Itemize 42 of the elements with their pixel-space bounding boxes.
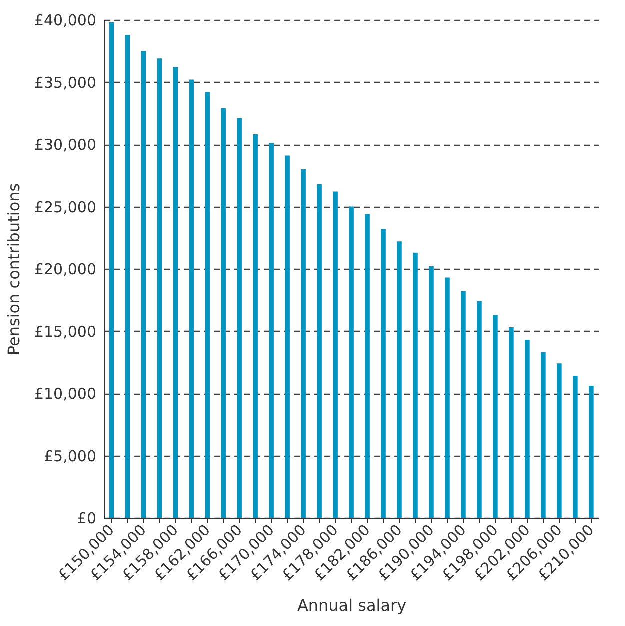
bar xyxy=(349,206,354,518)
bar xyxy=(572,376,578,518)
bar xyxy=(253,134,258,518)
bar xyxy=(157,58,162,518)
bar xyxy=(125,34,130,518)
y-tick-label: £10,000 xyxy=(34,385,96,403)
bar xyxy=(477,301,482,518)
bar xyxy=(109,22,114,518)
bar xyxy=(365,214,370,518)
bar xyxy=(509,328,514,518)
bar xyxy=(413,252,418,518)
bar xyxy=(221,108,226,518)
bar xyxy=(301,169,306,518)
y-tick-label: £20,000 xyxy=(34,260,96,278)
bar xyxy=(285,156,290,518)
bar xyxy=(237,118,242,518)
bar xyxy=(556,364,562,518)
bar xyxy=(588,386,594,518)
bar xyxy=(445,278,450,518)
bar xyxy=(381,229,386,518)
bar xyxy=(269,143,274,518)
x-axis-title: Annual salary xyxy=(297,596,407,615)
bar xyxy=(493,315,498,518)
bar xyxy=(541,352,546,518)
bar xyxy=(461,291,466,518)
bar xyxy=(397,242,402,518)
y-tick-label: £0 xyxy=(77,510,96,528)
y-tick-label: £5,000 xyxy=(44,447,96,466)
y-axis-title: Pension contributions xyxy=(4,183,24,356)
bar xyxy=(333,192,338,518)
y-tick-label: £30,000 xyxy=(34,136,96,154)
bar xyxy=(205,92,210,518)
bar xyxy=(189,80,194,518)
bar xyxy=(317,184,322,518)
bar xyxy=(173,67,178,518)
y-tick-label: £25,000 xyxy=(34,198,96,216)
bar xyxy=(429,266,434,518)
y-tick-label: £35,000 xyxy=(34,74,96,92)
y-tick-label: £15,000 xyxy=(34,322,96,341)
bar xyxy=(141,51,146,518)
bar xyxy=(525,340,530,518)
y-tick-label: £40,000 xyxy=(34,12,96,30)
